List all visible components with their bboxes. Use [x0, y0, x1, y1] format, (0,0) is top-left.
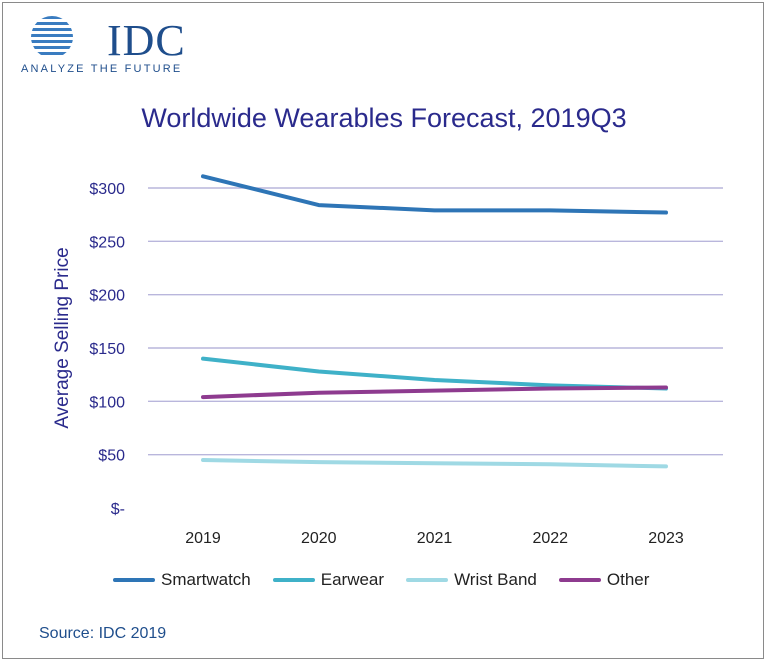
brand-tagline: ANALYZE THE FUTURE: [21, 63, 183, 75]
series-line-smartwatch: [201, 174, 668, 215]
legend-swatch: [406, 578, 449, 582]
y-tick-label: $50: [98, 448, 125, 465]
legend-label: Earwear: [320, 570, 385, 589]
brand-name: IDC: [107, 16, 186, 65]
legend-label: Other: [606, 570, 650, 589]
x-tick-label: 2019: [185, 530, 221, 547]
legend-item: Other: [558, 570, 650, 590]
y-tick-label: $150: [89, 341, 125, 358]
source-note: Source: IDC 2019: [39, 625, 167, 642]
y-tick-label: $200: [89, 288, 125, 305]
legend-label: Smartwatch: [161, 570, 251, 589]
y-tick-label: $-: [111, 501, 125, 518]
legend-item: Wrist Band: [406, 570, 537, 590]
x-tick-label: 2023: [648, 530, 684, 547]
y-tick-label: $250: [89, 234, 125, 251]
line-chart: $-$50$100$150$200$250$300 2019 2020 2021 20…: [89, 174, 723, 547]
series-line-other: [201, 385, 668, 400]
legend-label: Wrist Band: [454, 570, 537, 589]
legend-item: Earwear: [272, 570, 385, 590]
x-tick-labels: 2019 2020 2021 2022 2023: [185, 530, 684, 547]
x-tick-label: 2022: [532, 530, 568, 547]
x-tick-label: 2021: [417, 530, 453, 547]
legend-swatch: [272, 578, 315, 582]
chart-title: Worldwide Wearables Forecast, 2019Q3: [141, 103, 627, 133]
legend-swatch: [558, 578, 601, 582]
series-line-earwear: [201, 356, 668, 391]
x-tick-label: 2020: [301, 530, 337, 547]
y-tick-labels: $- $50 $100 $150 $200 $250 $300: [89, 181, 125, 518]
y-tick-label: $300: [89, 181, 125, 198]
gridlines: [148, 187, 723, 456]
idc-logo: IDC ANALYZE THE FUTURE: [21, 15, 191, 77]
globe-icon: [31, 16, 73, 55]
legend-item: Smartwatch: [113, 570, 251, 590]
legend: Smartwatch Earwear Wrist Band Other: [113, 570, 649, 590]
legend-swatch: [113, 578, 155, 582]
y-tick-label: $100: [89, 394, 125, 411]
series-lines: [201, 174, 668, 469]
series-line-wrist-band: [201, 458, 668, 469]
